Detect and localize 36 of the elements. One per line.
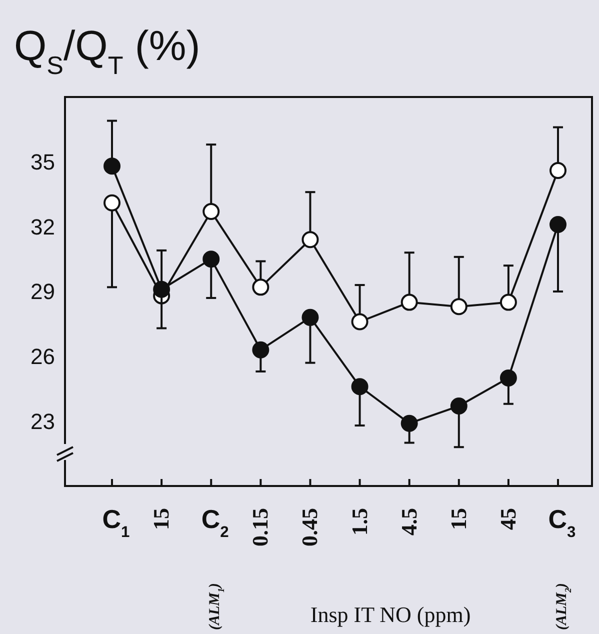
point [550, 216, 566, 234]
x-tick-label: 4.5 [396, 508, 422, 536]
point [202, 203, 220, 220]
y-tick-label: 32 [30, 214, 55, 240]
point [104, 194, 120, 212]
chart-title: Q$_{S}$/Q$_{T}$ (%) [14, 22, 200, 80]
x-tick-label: C$_{3}$ [548, 504, 576, 540]
y-tick-label: 35 [30, 150, 55, 175]
x-tick-label: 1.5 [346, 508, 372, 536]
point [450, 298, 468, 316]
x-tick-label: 15 [148, 508, 174, 530]
point [302, 231, 319, 248]
point [500, 369, 517, 386]
y-tick-label: 23 [30, 408, 55, 434]
point [252, 341, 270, 358]
x-tick-label: 15 [446, 508, 471, 530]
x-tick-label: 0.45 [297, 508, 322, 546]
x-tick-label: 0.15 [248, 508, 273, 546]
point [400, 414, 418, 432]
point [202, 250, 220, 268]
y-tick-label: 26 [30, 344, 55, 370]
x-tick-label: C$_{2}$ [201, 504, 230, 540]
point [450, 398, 468, 415]
point [351, 378, 368, 396]
point [400, 294, 418, 311]
point [302, 308, 319, 326]
point [153, 280, 170, 298]
point [252, 278, 270, 296]
x-tick-label: C$_{1}$ [102, 504, 130, 540]
x-axis-title: Insp IT NO (ppm) [310, 602, 471, 627]
x-tick-label: 45 [495, 508, 520, 530]
point [104, 158, 120, 175]
point [550, 162, 566, 179]
point [351, 313, 368, 330]
y-tick-label: 29 [30, 279, 55, 304]
point [500, 294, 517, 311]
